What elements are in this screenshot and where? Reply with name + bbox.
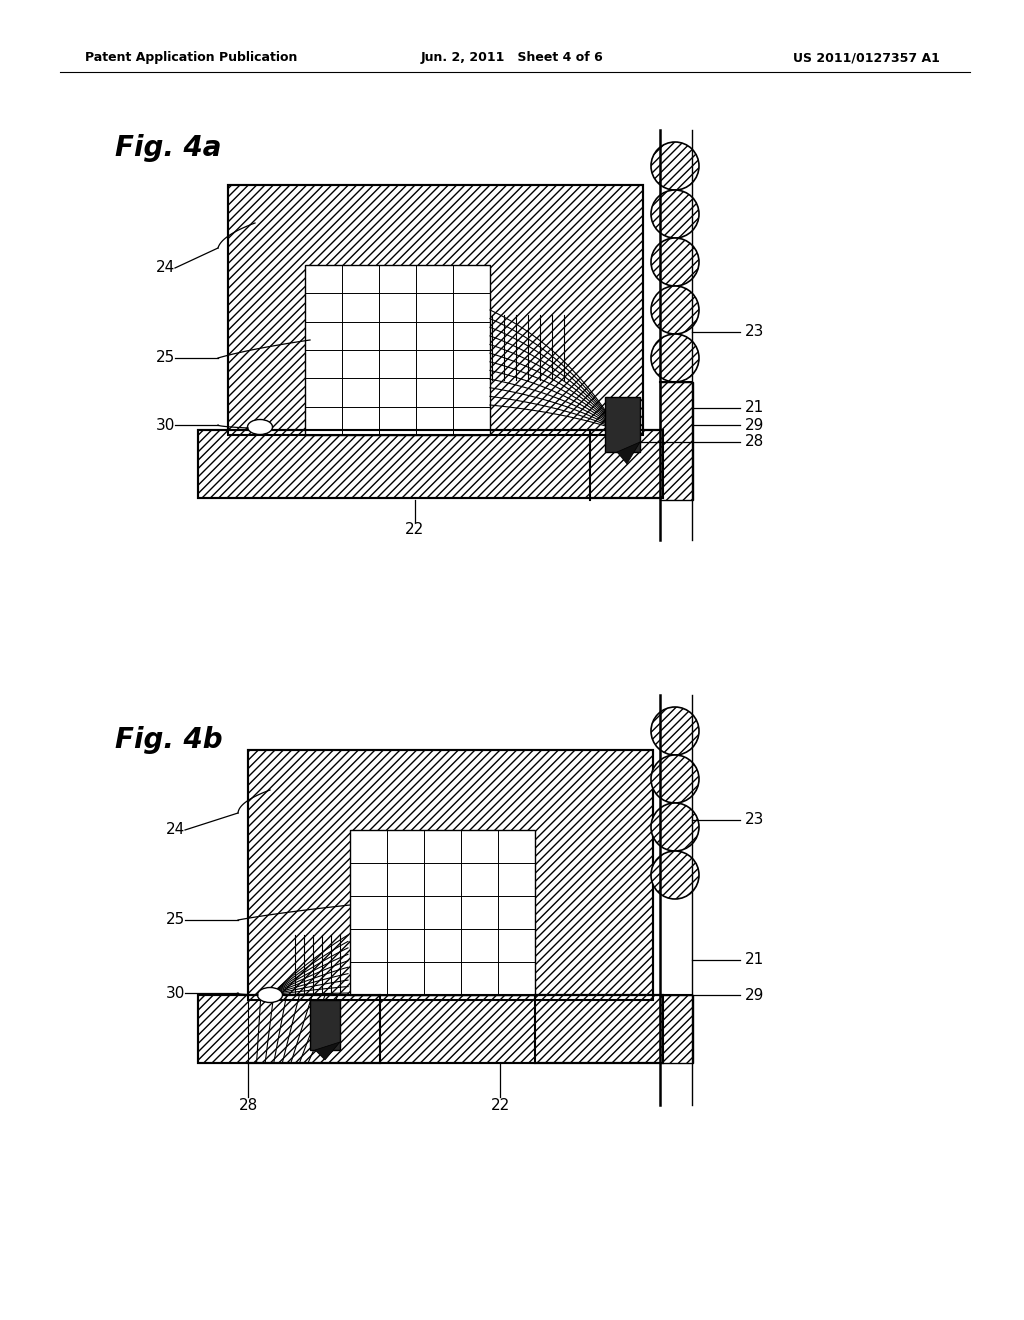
Bar — [605, 397, 640, 451]
Text: 23: 23 — [745, 325, 764, 339]
Text: 24: 24 — [166, 822, 185, 837]
Bar — [248, 750, 653, 1001]
Circle shape — [651, 803, 699, 851]
Bar — [198, 430, 663, 498]
Ellipse shape — [248, 420, 272, 434]
Text: 29: 29 — [745, 987, 764, 1002]
Bar — [310, 1001, 340, 1049]
Ellipse shape — [257, 987, 283, 1002]
Text: 30: 30 — [156, 417, 175, 433]
Circle shape — [651, 708, 699, 755]
Text: 22: 22 — [406, 523, 425, 537]
Bar — [660, 995, 693, 1063]
Bar — [660, 381, 693, 500]
Circle shape — [651, 334, 699, 381]
Polygon shape — [617, 442, 640, 465]
Text: US 2011/0127357 A1: US 2011/0127357 A1 — [794, 51, 940, 65]
Text: 23: 23 — [745, 813, 764, 828]
Bar — [198, 995, 663, 1063]
Bar — [305, 265, 490, 436]
Text: Jun. 2, 2011   Sheet 4 of 6: Jun. 2, 2011 Sheet 4 of 6 — [421, 51, 603, 65]
Bar — [198, 430, 663, 498]
Text: 21: 21 — [745, 953, 764, 968]
Bar — [198, 995, 663, 1063]
Text: Patent Application Publication: Patent Application Publication — [85, 51, 297, 65]
Text: Fig. 4b: Fig. 4b — [115, 726, 222, 754]
Bar — [350, 830, 535, 995]
Bar — [228, 185, 643, 436]
Circle shape — [651, 286, 699, 334]
Text: 24: 24 — [156, 260, 175, 276]
Text: 28: 28 — [239, 1097, 258, 1113]
Circle shape — [651, 755, 699, 803]
Bar — [248, 750, 653, 1001]
Text: Fig. 4a: Fig. 4a — [115, 135, 221, 162]
Text: 25: 25 — [166, 912, 185, 928]
Circle shape — [651, 190, 699, 238]
Bar — [228, 185, 643, 436]
Text: 21: 21 — [745, 400, 764, 416]
Polygon shape — [315, 1041, 340, 1060]
Text: 22: 22 — [490, 1097, 510, 1113]
Text: 30: 30 — [166, 986, 185, 1001]
Circle shape — [651, 238, 699, 286]
Text: 29: 29 — [745, 417, 764, 433]
Text: 28: 28 — [745, 434, 764, 450]
Circle shape — [651, 143, 699, 190]
Circle shape — [651, 851, 699, 899]
Text: 25: 25 — [156, 351, 175, 366]
